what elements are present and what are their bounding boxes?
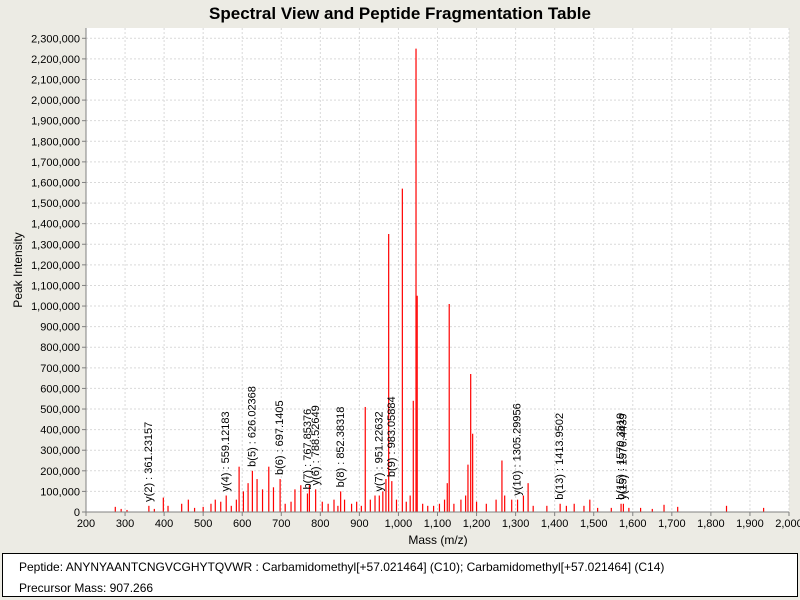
- fragment-label: y(6) : 788.52649: [310, 405, 322, 485]
- fragment-label: b(5) : 626.02368: [246, 386, 258, 467]
- x-tick-label: 800: [311, 518, 329, 530]
- chart-title: Spectral View and Peptide Fragmentation …: [209, 4, 591, 23]
- y-tick-label: 1,200,000: [31, 260, 80, 272]
- y-tick-label: 500,000: [40, 404, 80, 416]
- x-tick-label: 1,600: [619, 518, 647, 530]
- y-tick-label: 600,000: [40, 383, 80, 395]
- x-tick-label: 900: [350, 518, 368, 530]
- y-tick-label: 900,000: [40, 322, 80, 334]
- fragment-label: b(6) : 697.1405: [274, 400, 286, 475]
- x-tick-label: 300: [116, 518, 134, 530]
- y-tick-label: 1,900,000: [31, 116, 80, 128]
- y-tick-label: 1,500,000: [31, 198, 80, 210]
- peak-series: [114, 48, 765, 512]
- x-tick-label: 1,300: [502, 518, 530, 530]
- y-tick-label: 0: [74, 507, 80, 519]
- y-tick-label: 200,000: [40, 466, 80, 478]
- x-tick-label: 1,200: [463, 518, 491, 530]
- x-tick-label: 1,100: [424, 518, 452, 530]
- x-tick-label: 1,900: [736, 518, 764, 530]
- y-tick-label: 1,800,000: [31, 136, 80, 148]
- fragment-annotations: y(2) : 361.23157 y(4) : 559.12183 b(5) : 6…: [143, 386, 630, 502]
- precursor-mass: Precursor Mass: 907.266: [19, 581, 154, 595]
- x-axis-label: Mass (m/z): [408, 533, 467, 547]
- y-tick-label: 1,000,000: [31, 301, 80, 313]
- grid-lines: [85, 28, 790, 513]
- peptide-info-panel: Peptide: ANYNYAANTCNGVCGHYTQVWR : Carbam…: [2, 553, 798, 597]
- x-tick-label: 1,700: [658, 518, 686, 530]
- fragment-label: b(8) : 852.38318: [335, 407, 347, 488]
- y-tick-label: 2,000,000: [31, 95, 80, 107]
- y-tick-label: 700,000: [40, 363, 80, 375]
- y-tick-label: 800,000: [40, 342, 80, 354]
- x-tick-label: 500: [194, 518, 212, 530]
- peptide-sequence: Peptide: ANYNYAANTCNGVCGHYTQVWR : Carbam…: [19, 560, 665, 574]
- fragment-label: y(10) : 1305.29956: [512, 403, 524, 495]
- y-tick-label: 2,200,000: [31, 54, 80, 66]
- fragment-label: y(4) : 559.12183: [220, 411, 232, 491]
- fragment-label: b(7) : 767.85376: [302, 409, 314, 490]
- fragment-label: y(2) : 361.23157: [143, 422, 155, 502]
- fragment-label: y(7) : 951.22632: [373, 411, 385, 491]
- x-tick-label: 600: [233, 518, 251, 530]
- x-tick-label: 1,000: [385, 518, 413, 530]
- spectrum-chart: Spectral View and Peptide Fragmentation …: [11, 4, 800, 547]
- y-tick-label: 2,300,000: [31, 33, 80, 45]
- y-tick-label: 1,300,000: [31, 239, 80, 251]
- y-tick-label: 300,000: [40, 445, 80, 457]
- y-tick-label: 2,100,000: [31, 74, 80, 86]
- y-tick-label: 100,000: [40, 486, 80, 498]
- y-tick-label: 1,700,000: [31, 157, 80, 169]
- x-tick-label: 1,400: [541, 518, 569, 530]
- x-tick-label: 1,500: [580, 518, 608, 530]
- fragment-label: b(15) : 1570.3819: [615, 413, 627, 500]
- y-tick-label: 1,100,000: [31, 280, 80, 292]
- x-tick-label: 2,000: [775, 518, 800, 530]
- y-tick-label: 1,400,000: [31, 219, 80, 231]
- axes: 200 300 400 500 600 700 800 900 1,000 1,100 1,200 1…: [31, 28, 800, 530]
- x-tick-label: 200: [77, 518, 95, 530]
- y-tick-label: 1,600,000: [31, 177, 80, 189]
- x-tick-label: 1,800: [697, 518, 725, 530]
- fragment-label: b(9) : 983.05884: [386, 396, 398, 477]
- y-axis-label: Peak Intensity: [11, 232, 25, 307]
- y-tick-label: 400,000: [40, 425, 80, 437]
- x-tick-label: 700: [272, 518, 290, 530]
- fragment-label: b(13) : 1413.9502: [554, 413, 566, 500]
- x-tick-label: 400: [155, 518, 173, 530]
- fragment-label: y(15) : 1576.4439: [618, 414, 630, 500]
